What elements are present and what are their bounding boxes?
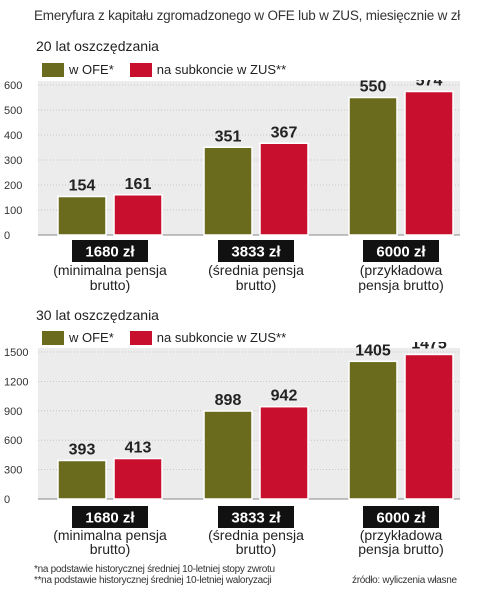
y-tick-label: 300	[4, 155, 22, 167]
bar-ofe	[203, 146, 253, 236]
y-tick-label: 500	[4, 105, 22, 117]
y-tick-label: 900	[4, 406, 22, 418]
bar-value-label: 1475	[411, 342, 447, 352]
bar-ofe	[348, 360, 398, 500]
panel-2-legend: w OFE* na subkoncie w ZUS**	[42, 330, 302, 345]
bar-value-label: 942	[271, 388, 298, 405]
footnote-2: **na podstawie historycznej średniej 10-…	[34, 575, 272, 586]
category-box	[218, 240, 294, 262]
y-tick-label: 600	[4, 80, 22, 92]
category-sublabel: (średnia pensja	[208, 527, 304, 543]
y-tick-label: 1200	[4, 376, 28, 388]
legend-label-zus: na subkoncie w ZUS**	[156, 62, 287, 77]
y-tick-label: 0	[4, 494, 10, 506]
category-sublabel: (średnia pensja	[208, 262, 304, 278]
legend-item-zus-2: na subkoncie w ZUS**	[129, 330, 287, 345]
y-tick-label: 0	[4, 230, 10, 242]
category-sublabel: (przykładowa	[360, 527, 443, 543]
category-label: 3833 zł	[231, 244, 281, 261]
bar-ofe	[57, 459, 107, 500]
bar-value-label: 351	[215, 128, 242, 145]
bar-value-label: 550	[360, 80, 387, 96]
panel-2-subtitle: 30 lat oszczędzania	[36, 307, 159, 323]
category-label: 1680 zł	[85, 244, 135, 261]
bar-ofe	[348, 96, 398, 236]
bar-zus	[113, 457, 163, 500]
chart-title: Emeryfura z kapitału zgromadzonego w OFE…	[34, 8, 461, 23]
legend-swatch-ofe	[42, 62, 64, 77]
category-label: 6000 zł	[376, 510, 426, 527]
y-tick-label: 400	[4, 130, 22, 142]
category-sublabel: brutto)	[90, 541, 130, 557]
y-tick-label: 100	[4, 205, 22, 217]
bar-zus	[113, 194, 163, 236]
category-box	[72, 240, 148, 262]
legend-label-ofe-2: w OFE*	[69, 330, 114, 345]
bar-ofe	[57, 195, 107, 236]
y-tick-label: 300	[4, 465, 22, 477]
legend-swatch-ofe-2	[42, 330, 64, 345]
y-tick-label: 600	[4, 435, 22, 447]
legend-label-ofe: w OFE*	[69, 62, 114, 77]
legend-item-zus: na subkoncie w ZUS**	[129, 62, 287, 77]
panel-1-legend: w OFE* na subkoncie w ZUS**	[42, 62, 302, 77]
source-note: źródło: wyliczenia własne	[352, 575, 457, 586]
bar-zus	[404, 90, 454, 236]
legend-item-ofe-2: w OFE*	[42, 330, 114, 345]
category-sublabel: brutto)	[236, 541, 276, 557]
chart-30-years: 0 300 600 900 1200 1500 393 413 1680 zł(minimaln…	[4, 342, 460, 557]
bar-value-label: 161	[125, 176, 152, 193]
chart-20-years: 0 100 200 300 400 500 600 154 161 1680 zł(minimal…	[4, 80, 460, 293]
category-box	[218, 506, 294, 528]
category-sublabel: (przykładowa	[360, 262, 443, 278]
category-label: 6000 zł	[376, 244, 426, 261]
category-box	[72, 506, 148, 528]
legend-label-zus-2: na subkoncie w ZUS**	[156, 330, 287, 345]
bar-value-label: 393	[69, 441, 96, 458]
bar-value-label: 574	[416, 80, 443, 90]
category-box	[363, 240, 439, 262]
bar-value-label: 367	[271, 124, 298, 141]
category-sublabel: (minimalna pensja	[53, 262, 167, 278]
legend-item-ofe: w OFE*	[42, 62, 114, 77]
category-label: 1680 zł	[85, 510, 135, 527]
category-sublabel: brutto)	[236, 277, 276, 293]
bar-zus	[404, 353, 454, 500]
y-tick-label: 200	[4, 180, 22, 192]
category-sublabel: brutto)	[90, 277, 130, 293]
bar-value-label: 413	[125, 440, 152, 457]
category-sublabel: (minimalna pensja	[53, 527, 167, 543]
category-sublabel: pensja brutto)	[358, 277, 444, 293]
bar-value-label: 1405	[355, 342, 391, 359]
legend-swatch-zus-2	[129, 330, 152, 345]
legend-swatch-zus	[129, 62, 152, 77]
category-sublabel: pensja brutto)	[358, 541, 444, 557]
y-tick-label: 1500	[4, 347, 28, 359]
bar-zus	[259, 405, 309, 500]
bar-value-label: 154	[69, 178, 96, 195]
bar-ofe	[203, 410, 253, 500]
category-label: 3833 zł	[231, 510, 281, 527]
bar-value-label: 898	[215, 392, 242, 409]
footnote-1: *na podstawie historycznej średniej 10-l…	[34, 564, 275, 575]
panel-1-subtitle: 20 lat oszczędzania	[36, 38, 159, 54]
bar-zus	[259, 142, 309, 236]
category-box	[363, 506, 439, 528]
